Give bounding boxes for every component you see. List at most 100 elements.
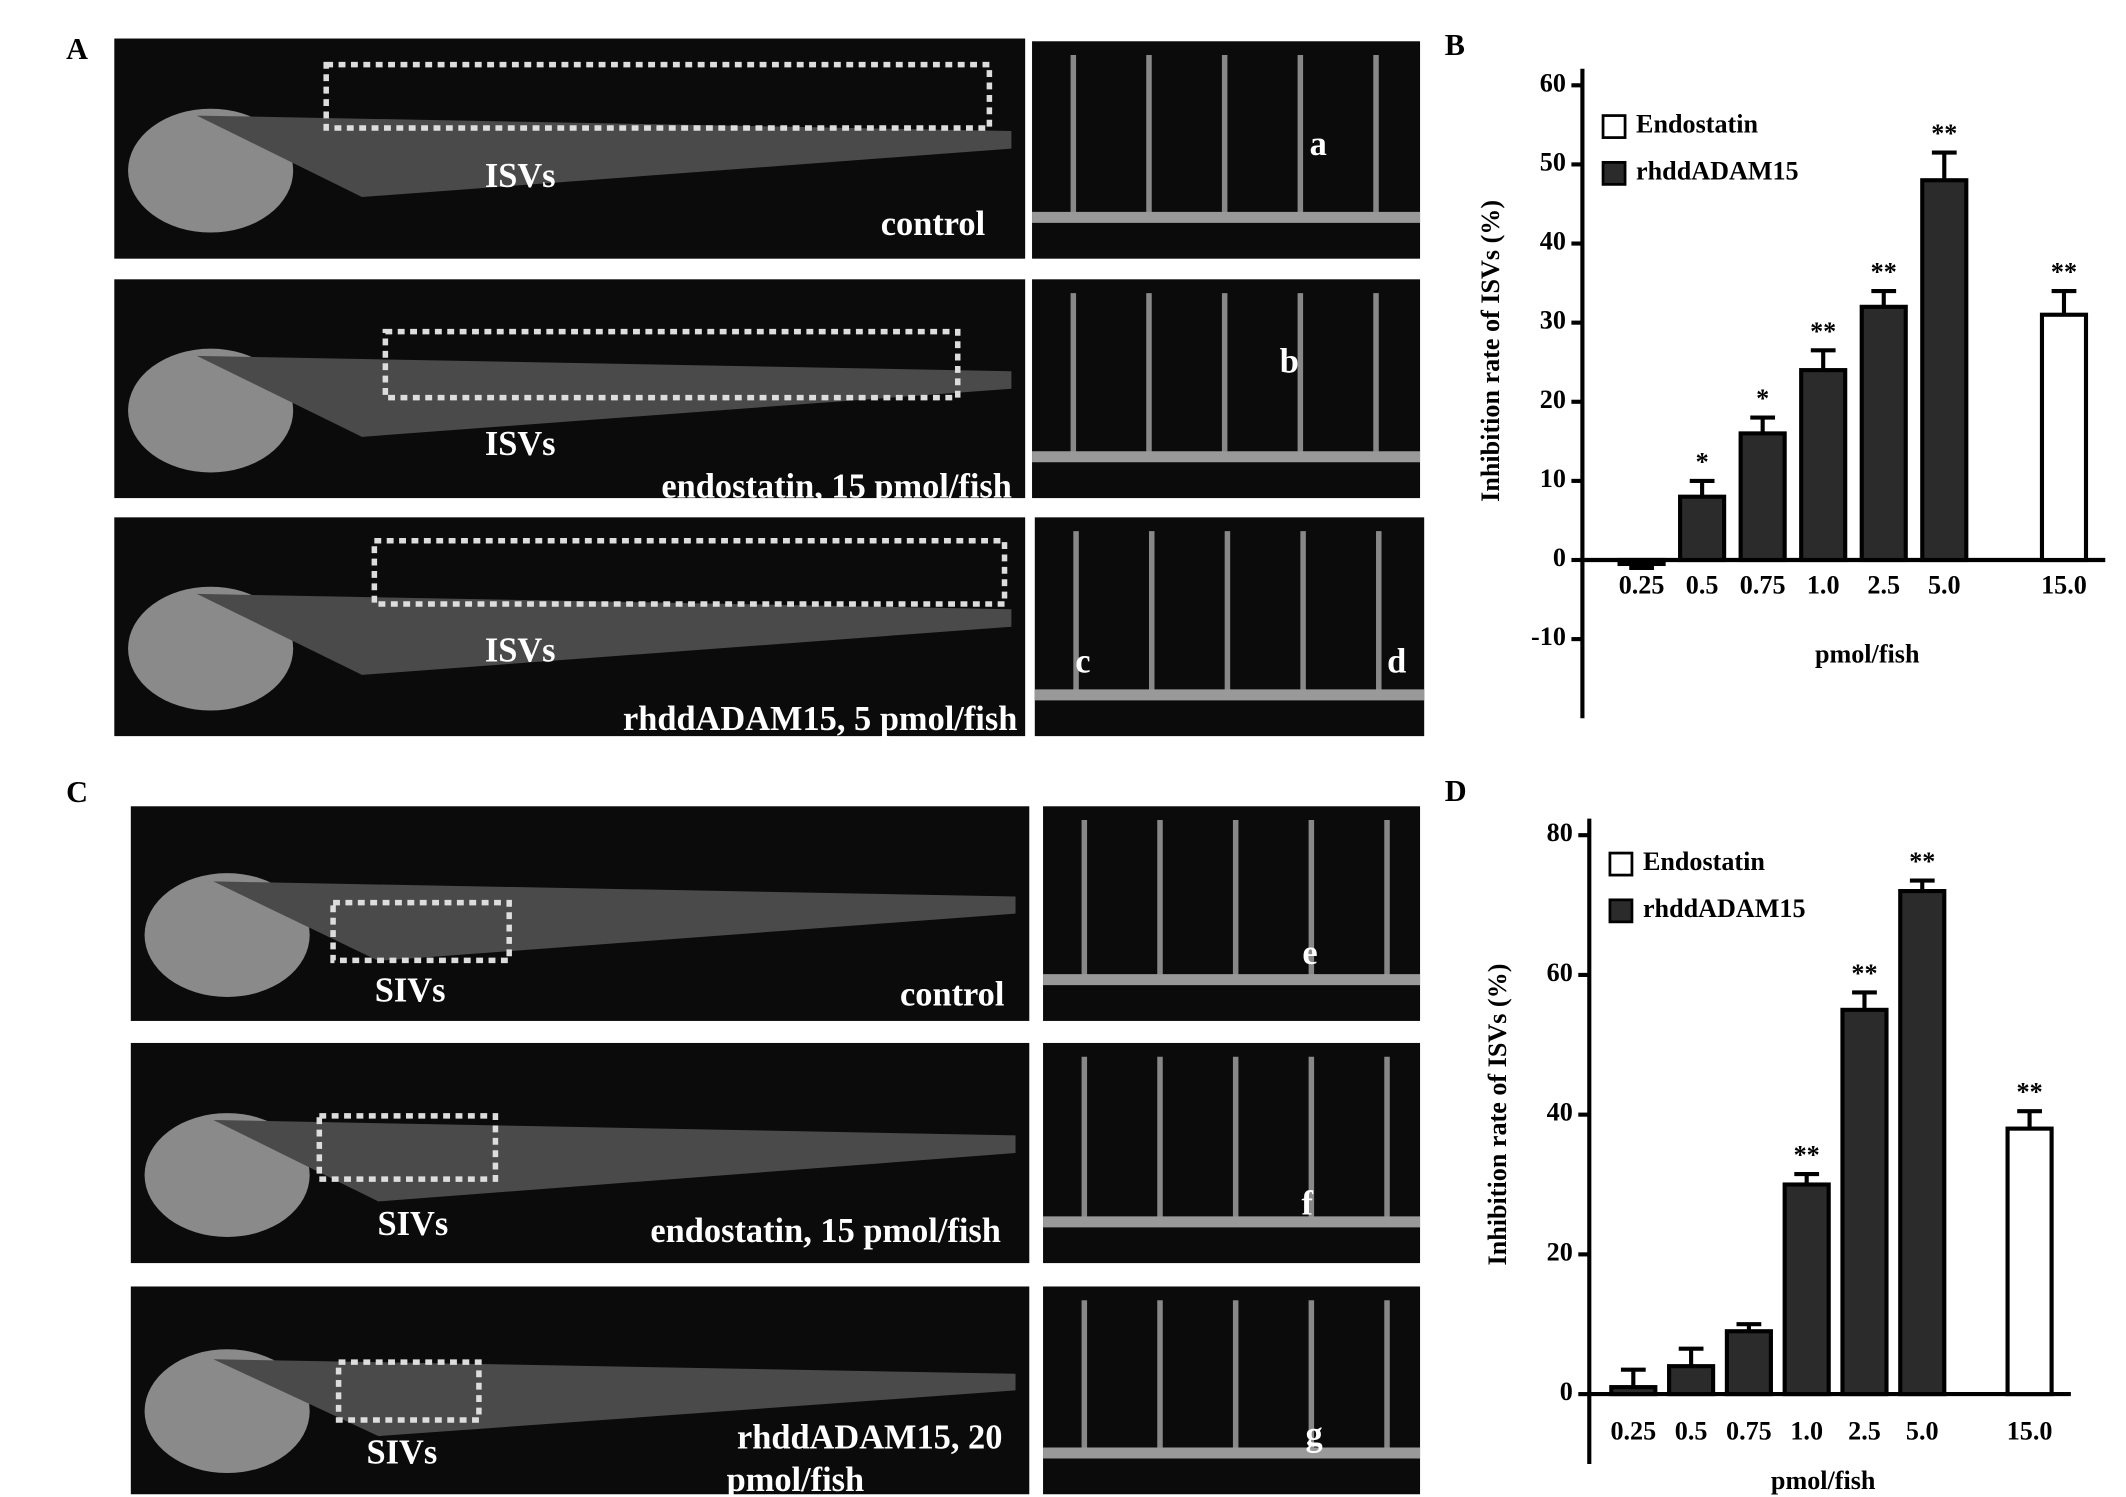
significance: ** [1871,257,1897,286]
legend-label: Endostatin [1636,110,1758,139]
y-tick-label: 50 [1540,147,1566,176]
y-tick-label: 10 [1540,464,1566,493]
y-tick-label: 0 [1553,543,1566,572]
significance: ** [2017,1078,2043,1107]
y-axis-title: Inhibition rate of ISVs (%) [1483,964,1512,1266]
x-tick-label: 2.5 [1867,571,1900,600]
legend-label: rhddADAM15 [1636,156,1799,185]
legend-swatch [1608,851,1634,877]
y-tick-label: 20 [1540,385,1566,414]
bar [1724,1329,1773,1397]
image-label: g [1306,1416,1323,1454]
significance: * [1756,384,1769,413]
x-tick-label: 2.5 [1848,1417,1881,1446]
image-label: SIVs [367,1434,438,1472]
bar [1667,1364,1716,1397]
bar [1678,494,1727,563]
legend-swatch [1601,160,1627,186]
significance: ** [1931,119,1957,148]
x-tick-label: 0.25 [1619,571,1665,600]
roi-box [323,61,993,131]
panel-label: D [1445,774,1467,808]
fish-body [196,115,1012,198]
roi-box [316,1113,499,1182]
x-tick-label: 0.5 [1686,571,1719,600]
y-tick-label: 40 [1540,227,1566,256]
y-tick-label: -10 [1531,622,1566,651]
legend-swatch [1608,898,1634,924]
y-tick-label: 40 [1547,1098,1573,1127]
y-axis-title: Inhibition rate of ISVs (%) [1476,200,1505,502]
legend-label: Endostatin [1643,847,1765,876]
fish-body [213,1359,1016,1437]
roi-box [382,328,961,401]
y-tick-label: 30 [1540,306,1566,335]
x-tick-label: 1.0 [1790,1417,1823,1446]
x-axis-title: pmol/fish [1815,639,1920,668]
roi-box [371,537,1008,607]
bar [1738,431,1787,563]
image-label: SIVs [375,971,446,1009]
image-label: c [1075,642,1090,680]
fish-body [196,593,1012,675]
bar [1799,368,1848,563]
y-tick-label: 60 [1540,68,1566,97]
x-tick-label: 0.5 [1675,1417,1708,1446]
image-label: ISVs [485,157,556,195]
bar [1920,178,1969,563]
bar [1617,557,1666,567]
significance: ** [1909,847,1935,876]
panel-label: A [66,32,88,66]
significance: ** [1810,317,1836,346]
image-label: a [1310,125,1327,163]
x-tick-label: 0.75 [1726,1417,1772,1446]
micrograph [1043,1042,1421,1264]
image-label: ISVs [485,631,556,669]
legend-swatch [1601,114,1627,139]
x-axis-title: pmol/fish [1771,1466,1876,1495]
fish-body [213,1119,1016,1202]
micrograph [1043,1286,1421,1495]
micrograph [1043,806,1421,1021]
x-tick-label: 1.0 [1807,571,1840,600]
x-tick-label: 5.0 [1906,1417,1939,1446]
image-label: b [1280,343,1299,381]
image-label: rhddADAM15, 20 [737,1418,1002,1456]
bar [1782,1182,1831,1397]
image-label: pmol/fish [727,1461,865,1497]
bar [1898,889,1947,1397]
image-label: endostatin, 15 pmol/fish [661,468,1012,506]
y-tick-label: 20 [1547,1237,1573,1266]
legend-label: rhddADAM15 [1643,894,1806,923]
significance: ** [1851,959,1877,988]
bar [2005,1126,2054,1397]
image-label: endostatin, 15 pmol/fish [650,1212,1001,1250]
image-label: d [1387,642,1406,680]
y-tick-label: 80 [1547,818,1573,847]
significance: ** [2051,257,2077,286]
image-label: SIVs [378,1205,449,1243]
image-label: rhddADAM15, 5 pmol/fish [623,700,1017,738]
bar [1840,1007,1889,1397]
image-label: f [1301,1185,1313,1223]
y-tick-label: 60 [1547,958,1573,987]
y-tick-label: 0 [1560,1377,1573,1406]
x-tick-label: 0.75 [1740,571,1786,600]
panel-label: B [1445,28,1465,62]
x-tick-label: 0.25 [1610,1417,1656,1446]
image-label: control [900,975,1004,1013]
image-label: e [1302,934,1317,972]
bar [1609,1385,1658,1397]
x-tick-label: 15.0 [2041,571,2087,600]
roi-box [330,899,512,964]
panel-label: C [66,775,88,809]
significance: * [1696,447,1709,476]
image-label: control [881,205,985,243]
image-label: ISVs [485,425,556,463]
bar [2039,312,2089,563]
bar [1859,304,1908,563]
x-tick-label: 5.0 [1928,571,1961,600]
significance: ** [1794,1141,1820,1170]
